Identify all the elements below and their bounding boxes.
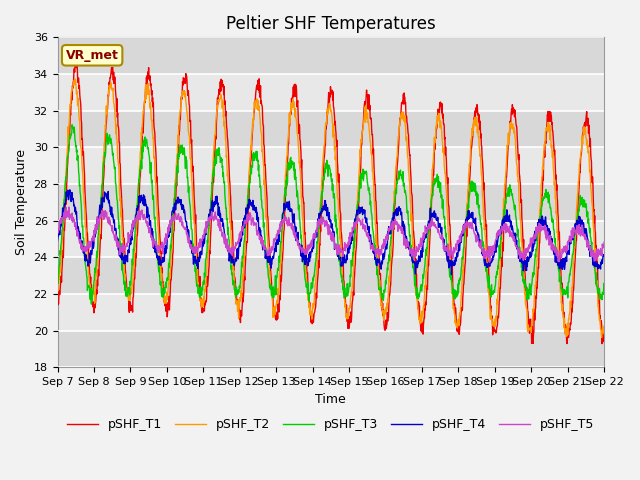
pSHF_T4: [531, 234, 539, 240]
pSHF_T5: [513, 245, 521, 251]
Line: pSHF_T2: pSHF_T2: [58, 79, 604, 337]
pSHF_T3: [221, 196, 229, 202]
pSHF_T2: [177, 98, 185, 104]
Bar: [58, 37, 604, 74]
Legend: pSHF_T1, pSHF_T2, pSHF_T3, pSHF_T4, pSHF_T5: pSHF_T1, pSHF_T2, pSHF_T3, pSHF_T4, pSHF…: [62, 413, 600, 436]
pSHF_T4: [54, 238, 61, 243]
Y-axis label: Soil Temperature: Soil Temperature: [15, 149, 28, 255]
pSHF_T1: [598, 341, 606, 347]
pSHF_T3: [95, 215, 103, 220]
Bar: [58, 331, 604, 367]
pSHF_T2: [54, 287, 61, 293]
pSHF_T3: [531, 252, 539, 257]
pSHF_T5: [54, 230, 61, 236]
Bar: [58, 184, 604, 221]
pSHF_T1: [177, 96, 185, 102]
pSHF_T1: [95, 265, 103, 271]
pSHF_T4: [600, 252, 608, 258]
Line: pSHF_T3: pSHF_T3: [58, 125, 604, 304]
pSHF_T2: [72, 76, 79, 82]
Bar: [58, 74, 604, 111]
pSHF_T2: [600, 331, 608, 337]
Bar: [58, 294, 604, 331]
Bar: [58, 257, 604, 294]
pSHF_T4: [372, 257, 380, 263]
pSHF_T4: [66, 187, 74, 192]
pSHF_T1: [54, 301, 61, 307]
Bar: [58, 221, 604, 257]
pSHF_T1: [531, 317, 539, 323]
Line: pSHF_T5: pSHF_T5: [58, 207, 604, 262]
pSHF_T5: [221, 231, 228, 237]
pSHF_T1: [513, 123, 520, 129]
pSHF_T3: [54, 275, 61, 280]
Line: pSHF_T1: pSHF_T1: [58, 60, 604, 344]
Title: Peltier SHF Temperatures: Peltier SHF Temperatures: [226, 15, 436, 33]
pSHF_T4: [513, 246, 521, 252]
pSHF_T5: [531, 232, 539, 238]
pSHF_T5: [372, 253, 380, 259]
pSHF_T1: [221, 101, 228, 107]
pSHF_T2: [598, 335, 605, 340]
pSHF_T4: [447, 272, 455, 277]
pSHF_T1: [72, 58, 79, 63]
pSHF_T1: [372, 198, 380, 204]
pSHF_T2: [95, 235, 103, 240]
pSHF_T3: [513, 224, 521, 230]
pSHF_T1: [600, 338, 608, 344]
pSHF_T3: [88, 301, 95, 307]
pSHF_T3: [177, 146, 185, 152]
pSHF_T3: [600, 282, 608, 288]
pSHF_T2: [531, 288, 539, 294]
pSHF_T2: [221, 126, 228, 132]
pSHF_T5: [600, 239, 608, 245]
pSHF_T3: [372, 262, 380, 268]
pSHF_T2: [372, 223, 380, 229]
X-axis label: Time: Time: [316, 393, 346, 406]
pSHF_T4: [95, 212, 103, 218]
Bar: [58, 111, 604, 147]
pSHF_T4: [177, 197, 185, 203]
pSHF_T3: [68, 122, 76, 128]
pSHF_T5: [486, 259, 493, 264]
Text: VR_met: VR_met: [66, 49, 118, 62]
pSHF_T5: [95, 220, 103, 226]
pSHF_T2: [513, 161, 520, 167]
pSHF_T5: [177, 216, 185, 221]
Bar: [58, 147, 604, 184]
pSHF_T4: [221, 232, 228, 238]
Line: pSHF_T4: pSHF_T4: [58, 190, 604, 275]
pSHF_T5: [65, 204, 73, 210]
